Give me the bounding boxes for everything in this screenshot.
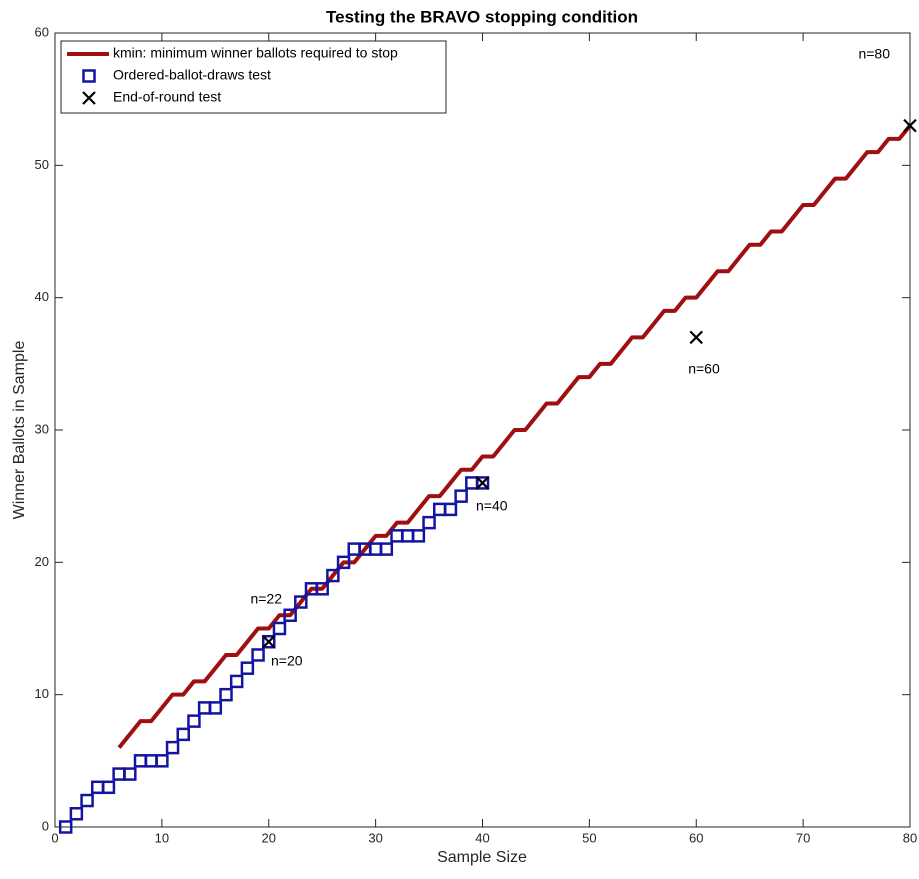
square-marker [379,542,394,556]
legend-label: End-of-round test [113,89,221,105]
square-marker [475,476,490,490]
y-tick-label: 60 [35,24,49,39]
square-marker [336,555,351,570]
square-marker [101,780,116,795]
square-marker [326,568,340,583]
y-tick-label: 30 [35,421,49,436]
legend-x [82,91,96,105]
square-marker [454,489,468,503]
annotation: n=80 [858,46,890,62]
square-marker [69,807,84,821]
x-tick-label: 40 [475,830,489,845]
y-tick-label: 20 [35,554,49,569]
chart-title: Testing the BRAVO stopping condition [326,7,638,26]
square-marker [443,502,458,517]
square-marker [58,820,73,834]
square-marker [240,661,255,675]
square-marker [251,648,265,662]
x-tick-label: 50 [582,830,596,845]
x-tick-label: 10 [155,830,169,845]
legend-label: Ordered-ballot-draws test [113,67,271,83]
annotation: n=40 [476,498,508,514]
annotation: n=22 [250,591,282,607]
x-marker [903,118,917,133]
square-marker [123,767,137,781]
square-marker [176,727,190,742]
x-tick-label: 0 [51,830,58,845]
kmin-line [117,124,912,749]
x-tick-label: 20 [262,830,276,845]
square-marker [208,701,223,715]
legend-box [60,40,447,114]
square-marker [272,621,287,636]
y-tick-label: 10 [35,686,49,701]
square-marker [80,793,94,808]
x-tick-label: 60 [689,830,703,845]
x-marker [689,330,704,345]
x-tick-label: 80 [903,830,917,845]
legend-label: kmin: minimum winner ballots required to… [113,45,398,61]
square-marker [219,687,233,702]
y-tick-label: 40 [35,289,49,304]
legend: kmin: minimum winner ballots required to… [60,40,447,114]
square-marker [283,608,297,623]
x-axis-label: Sample Size [437,849,527,866]
square-marker [187,714,201,728]
y-tick-label: 0 [42,818,49,833]
square-marker [262,634,276,649]
square-marker [411,529,426,543]
square-marker [165,740,180,755]
square-marker [155,754,169,768]
y-tick-label: 50 [35,157,49,172]
square-marker [229,674,244,689]
annotation: n=20 [271,653,303,669]
plot-frame [54,32,911,828]
x-tick-label: 70 [796,830,810,845]
square-marker [315,582,329,596]
square-marker [422,515,436,530]
legend-square [82,69,96,83]
x-tick-label: 30 [368,830,382,845]
y-axis-label: Winner Ballots in Sample [11,341,28,520]
x-marker [475,476,490,490]
x-marker [261,634,276,649]
square-marker [294,595,308,609]
annotation: n=60 [688,361,720,377]
